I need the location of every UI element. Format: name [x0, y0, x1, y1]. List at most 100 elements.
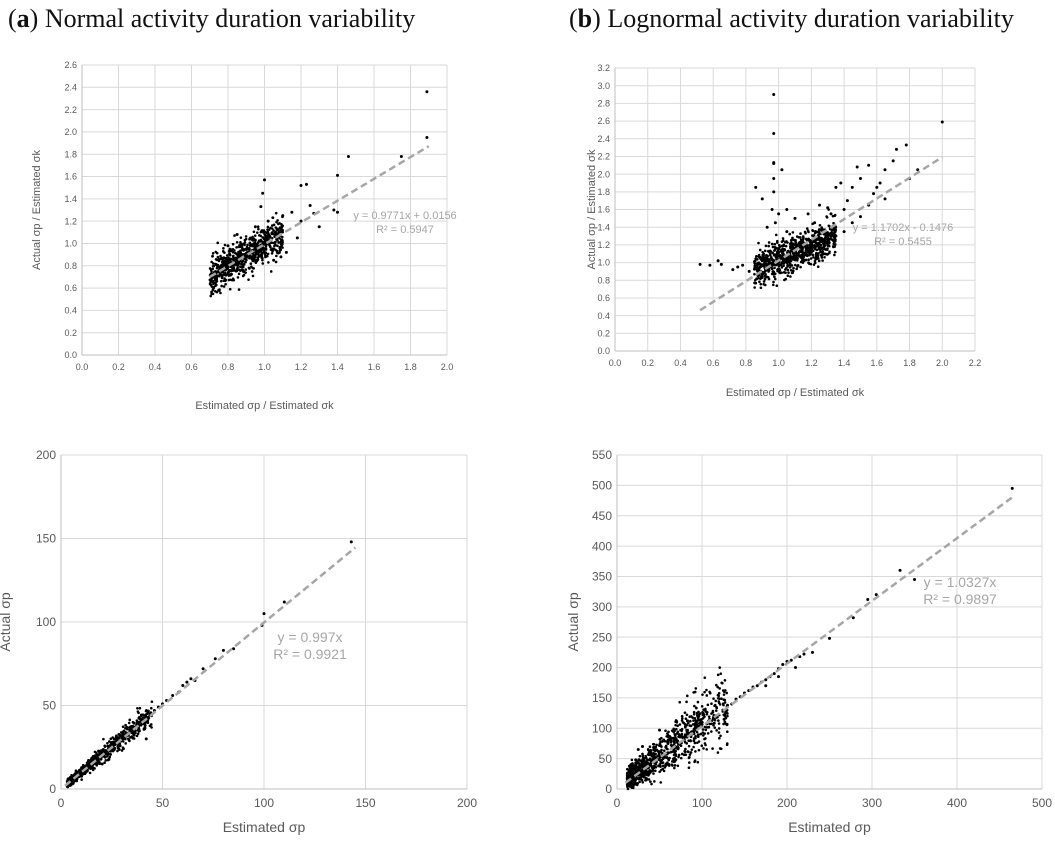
- data-point: [252, 267, 256, 270]
- data-point: [125, 727, 129, 731]
- data-point: [637, 777, 641, 781]
- data-point: [652, 742, 656, 746]
- data-point: [277, 241, 280, 244]
- data-point: [662, 749, 666, 752]
- data-point: [648, 757, 652, 761]
- data-point: [70, 773, 73, 777]
- data-point: [660, 758, 664, 762]
- x-tick-label: 100: [692, 796, 712, 810]
- data-point: [796, 243, 800, 247]
- data-point: [253, 255, 256, 259]
- data-point: [219, 291, 222, 295]
- data-point: [804, 246, 808, 250]
- data-point: [819, 243, 823, 247]
- data-point: [274, 211, 278, 215]
- data-point: [640, 774, 644, 778]
- data-point: [833, 253, 836, 257]
- data-point: [663, 756, 667, 759]
- data-point: [268, 236, 271, 239]
- data-point: [100, 762, 104, 766]
- data-point: [780, 266, 784, 269]
- data-point: [136, 732, 140, 736]
- data-point: [636, 766, 640, 770]
- data-point: [217, 257, 221, 261]
- data-point: [642, 771, 646, 774]
- data-point: [634, 777, 638, 781]
- data-point: [127, 726, 131, 729]
- data-point: [715, 683, 718, 687]
- data-point: [259, 230, 263, 234]
- data-point: [641, 760, 644, 763]
- data-point: [264, 244, 268, 248]
- data-point: [272, 247, 275, 251]
- data-point: [660, 748, 663, 752]
- data-point: [237, 272, 241, 276]
- data-point: [718, 666, 722, 669]
- data-point: [774, 253, 778, 257]
- data-point: [649, 751, 653, 755]
- y-tick-label: 2.0: [64, 127, 77, 137]
- data-point: [96, 755, 100, 759]
- data-point: [825, 253, 829, 256]
- data-point: [244, 235, 248, 238]
- data-point: [718, 747, 722, 750]
- data-point: [140, 713, 143, 717]
- data-point: [270, 224, 274, 227]
- data-point: [261, 258, 264, 262]
- x-tick-label: 1.0: [772, 358, 785, 368]
- data-point: [772, 162, 776, 166]
- x-axis-label: Estimated σp / Estimated σk: [726, 387, 865, 399]
- data-point: [708, 263, 712, 267]
- data-point: [251, 274, 255, 278]
- data-point: [630, 763, 634, 767]
- data-point: [800, 246, 804, 250]
- data-point: [829, 235, 833, 238]
- y-tick-label: 0.2: [64, 328, 77, 338]
- data-point: [832, 242, 836, 246]
- data-point: [789, 658, 793, 662]
- data-point: [833, 237, 836, 240]
- data-point: [131, 731, 134, 734]
- data-point: [711, 711, 715, 714]
- data-point: [150, 726, 153, 729]
- data-point: [685, 729, 689, 732]
- data-point: [772, 672, 776, 676]
- data-point: [775, 262, 779, 266]
- data-point: [69, 779, 73, 782]
- data-point: [802, 259, 805, 262]
- data-point: [701, 710, 704, 714]
- data-point: [121, 725, 125, 728]
- data-point: [700, 744, 704, 748]
- data-point: [812, 240, 815, 244]
- data-point: [717, 722, 721, 725]
- data-point: [791, 231, 795, 234]
- data-point: [271, 216, 275, 219]
- data-point: [641, 744, 644, 748]
- data-point: [718, 736, 721, 740]
- data-point: [259, 205, 263, 209]
- panel-title-b: (b) Lognormal activity duration variabil…: [569, 4, 1014, 33]
- data-point: [214, 281, 217, 284]
- data-point: [261, 262, 265, 265]
- data-point: [764, 678, 768, 682]
- data-point: [687, 744, 691, 748]
- data-point: [226, 265, 230, 268]
- data-point: [696, 734, 700, 738]
- data-point: [113, 747, 116, 750]
- data-point: [122, 729, 126, 733]
- data-point: [216, 241, 220, 245]
- data-point: [817, 247, 821, 251]
- data-point: [811, 253, 815, 257]
- y-tick-label: 300: [592, 600, 612, 614]
- data-point: [80, 778, 83, 781]
- data-point: [644, 760, 648, 763]
- data-point: [701, 717, 705, 720]
- data-point: [777, 267, 781, 271]
- data-point: [627, 768, 631, 772]
- data-point: [817, 259, 821, 263]
- data-point: [694, 750, 697, 753]
- data-point: [717, 731, 721, 734]
- data-point: [220, 284, 223, 288]
- data-point: [807, 230, 810, 234]
- data-point: [777, 212, 781, 216]
